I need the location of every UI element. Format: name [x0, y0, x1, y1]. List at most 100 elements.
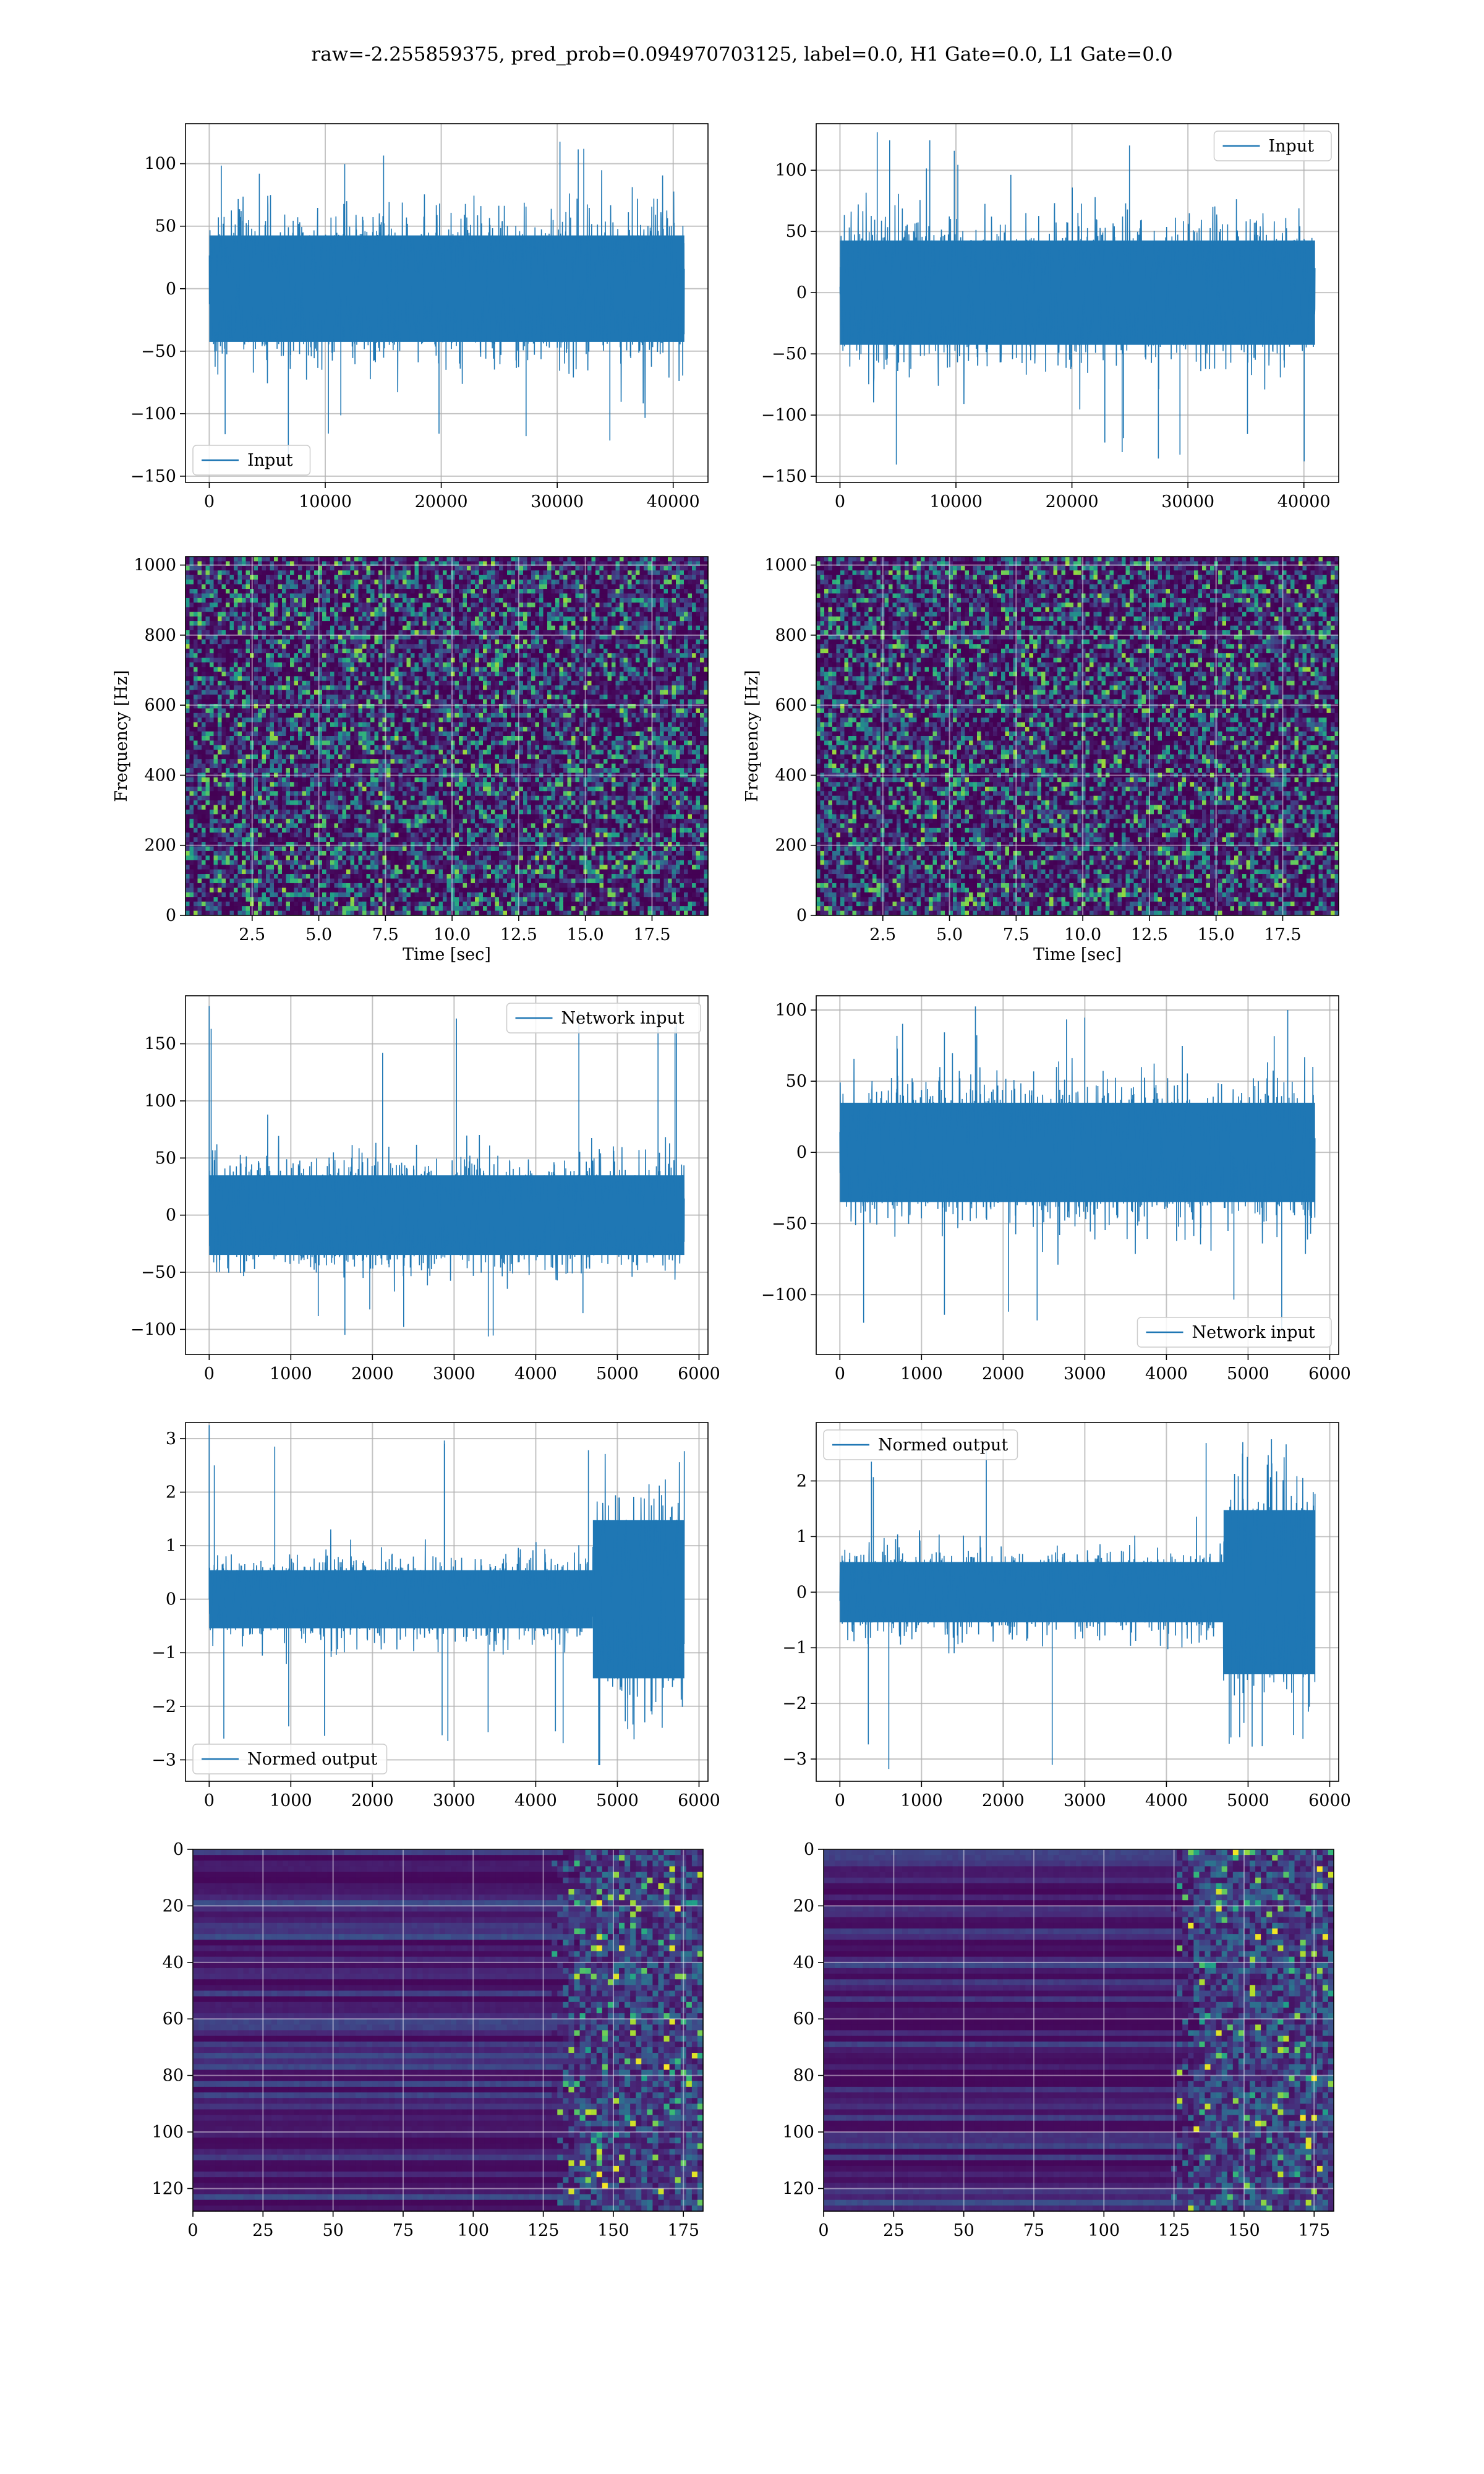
spectrogram-cell [274, 570, 279, 576]
spectrogram-cell [591, 612, 596, 617]
spectrogram-cell [483, 584, 488, 589]
spectrogram-cell [350, 589, 355, 594]
spectrogram-cell [704, 685, 709, 691]
spectrogram-cell [543, 722, 548, 727]
spectrogram-cell [503, 653, 508, 659]
spectrogram-cell [234, 690, 239, 695]
spectrogram-cell [406, 561, 411, 567]
spectrogram-cell [390, 703, 395, 709]
spectrogram-cell [438, 695, 443, 700]
spectrogram-cell [378, 630, 383, 636]
spectrogram-cell [342, 662, 347, 668]
spectrogram-cell [543, 565, 548, 571]
spectrogram-cell [422, 635, 427, 640]
spectrogram-cell [411, 671, 416, 677]
spectrogram-cell [362, 727, 367, 732]
spectrogram-cell [186, 653, 190, 659]
spectrogram-cell [587, 589, 592, 594]
spectrogram-cell [245, 695, 250, 700]
spectrogram-cell [700, 561, 705, 567]
spectrogram-cell [382, 667, 387, 672]
spectrogram-cell [623, 676, 628, 682]
spectrogram-cell [660, 625, 665, 631]
spectrogram-cell [411, 662, 416, 668]
spectrogram-cell [684, 695, 689, 700]
spectrogram-cell [644, 570, 649, 576]
spectrogram-cell [523, 685, 528, 691]
spectrogram-cell [454, 570, 459, 576]
spectrogram-cell [523, 561, 528, 567]
spectrogram-cell [374, 685, 379, 691]
spectrogram-cell [700, 695, 705, 700]
spectrogram-cell [491, 625, 496, 631]
spectrogram-cell [374, 557, 379, 562]
spectrogram-cell [660, 565, 665, 571]
spectrogram-cell [310, 680, 315, 686]
spectrogram-cell [366, 717, 371, 723]
spectrogram-cell [282, 561, 287, 567]
spectrogram-cell [655, 602, 660, 608]
spectrogram-cell [194, 630, 198, 636]
spectrogram-cell [459, 690, 464, 695]
spectrogram-cell [298, 570, 303, 576]
spectrogram-cell [451, 662, 456, 668]
spectrogram-cell [378, 565, 383, 571]
spectrogram-cell [463, 699, 467, 704]
spectrogram-cell [189, 680, 194, 686]
spectrogram-cell [543, 570, 548, 576]
spectrogram-cell [684, 676, 689, 682]
spectrogram-cell [226, 717, 231, 723]
spectrogram-cell [435, 671, 440, 677]
spectrogram-cell [668, 612, 673, 617]
spectrogram-cell [543, 561, 548, 567]
spectrogram-cell [491, 612, 496, 617]
spectrogram-cell [218, 644, 223, 649]
spectrogram-cell [382, 630, 387, 636]
spectrogram-cell [294, 616, 299, 622]
spectrogram-cell [298, 680, 303, 686]
spectrogram-cell [362, 580, 367, 585]
spectrogram-cell [229, 662, 234, 668]
spectrogram-cell [290, 648, 295, 654]
spectrogram-cell [615, 671, 620, 677]
spectrogram-cell [194, 602, 198, 608]
spectrogram-cell [487, 648, 492, 654]
spectrogram-cell [446, 695, 451, 700]
spectrogram-cell [378, 570, 383, 576]
spectrogram-cell [684, 616, 689, 622]
spectrogram-cell [242, 690, 247, 695]
spectrogram-cell [475, 676, 480, 682]
spectrogram-cell [531, 653, 536, 659]
spectrogram-cell [242, 648, 247, 654]
spectrogram-cell [676, 616, 681, 622]
spectrogram-cell [454, 662, 459, 668]
spectrogram-cell [427, 607, 432, 612]
spectrogram-cell [620, 580, 625, 585]
spectrogram-cell [245, 676, 250, 682]
spectrogram-cell [197, 597, 202, 603]
spectrogram-cell [684, 621, 689, 627]
spectrogram-cell [535, 616, 540, 622]
spectrogram-cell [186, 662, 190, 668]
spectrogram-cell [406, 657, 411, 663]
spectrogram-cell [237, 703, 242, 709]
spectrogram-cell [189, 557, 194, 562]
legend-label: Input [247, 451, 293, 470]
spectrogram-cell [620, 602, 625, 608]
spectrogram-cell [551, 727, 556, 732]
spectrogram-cell [334, 607, 339, 612]
spectrogram-cell [583, 589, 588, 594]
spectrogram-cell [539, 662, 544, 668]
spectrogram-cell [563, 607, 568, 612]
spectrogram-cell [655, 565, 660, 571]
spectrogram-cell [483, 612, 488, 617]
spectrogram-cell [258, 639, 263, 644]
spectrogram-cell [378, 676, 383, 682]
spectrogram-cell [250, 607, 255, 612]
spectrogram-cell [411, 584, 416, 589]
spectrogram-cell [310, 593, 315, 599]
spectrogram-cell [210, 667, 215, 672]
spectrogram-cell [535, 621, 540, 627]
spectrogram-cell [310, 717, 315, 723]
spectrogram-cell [503, 589, 508, 594]
